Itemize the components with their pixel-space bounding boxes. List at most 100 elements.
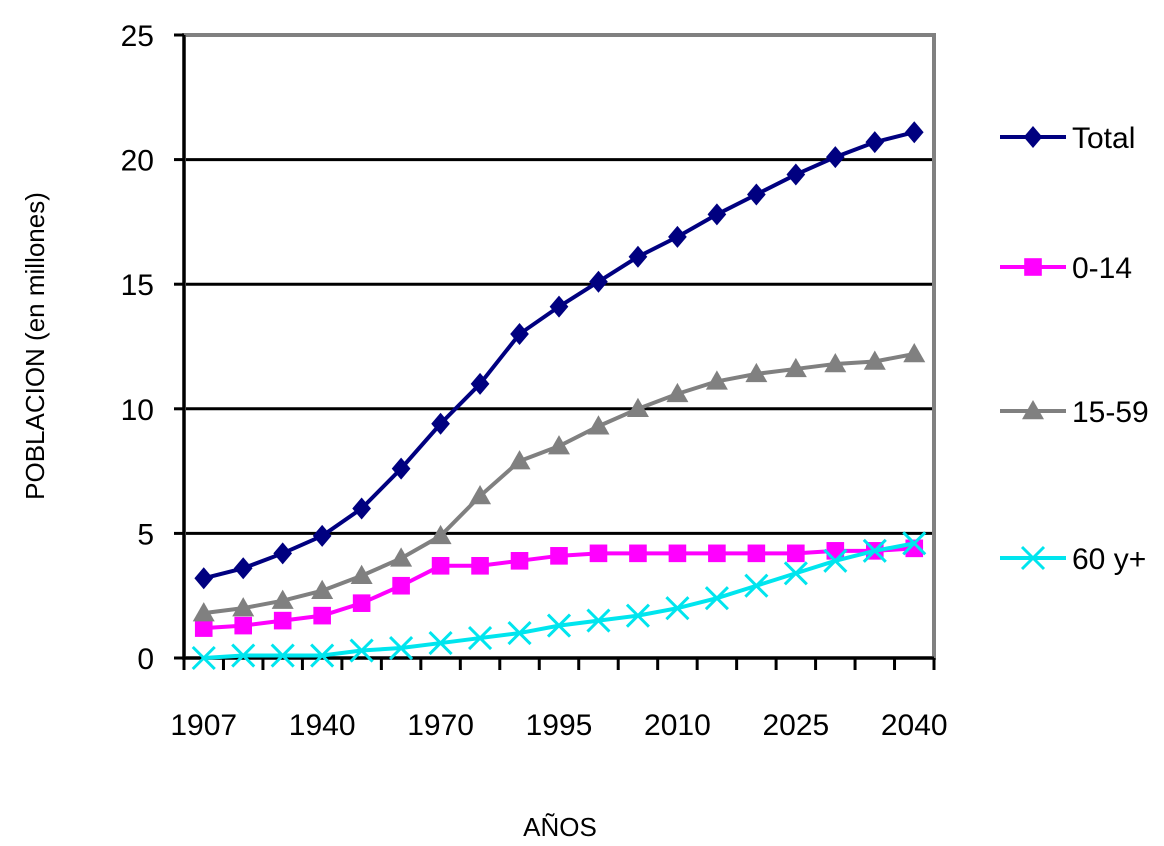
data-point-60-y — [310, 643, 335, 668]
data-point-60-y — [546, 613, 572, 638]
data-point-total — [628, 245, 648, 268]
x-tick-label: 2040 — [881, 709, 948, 742]
data-point-15-59 — [863, 350, 886, 370]
data-point-60-y — [862, 538, 887, 563]
y-tick-label: 5 — [137, 518, 154, 551]
x-marker-stroke — [783, 561, 808, 586]
x-marker-stroke — [625, 603, 651, 628]
x-marker-stroke — [1020, 545, 1046, 571]
data-point-15-59 — [350, 564, 373, 585]
x-marker-stroke — [191, 645, 216, 671]
data-point-60-y — [507, 621, 532, 646]
data-point-15-59 — [705, 370, 728, 390]
data-point-0-14 — [747, 544, 766, 563]
data-point-0-14 — [787, 544, 805, 563]
data-point-total — [312, 524, 332, 547]
data-point-60-y — [902, 531, 927, 556]
x-tick-label: 1907 — [170, 709, 237, 742]
x-marker-stroke — [704, 586, 729, 611]
legend-label-total: Total — [1072, 122, 1135, 155]
data-point-0-14 — [629, 544, 647, 563]
data-point-60-y — [428, 630, 453, 656]
data-point-15-59 — [232, 597, 255, 617]
data-point-15-59 — [429, 524, 452, 545]
x-tick-label: 1940 — [289, 709, 356, 742]
data-point-0-14 — [431, 556, 450, 575]
data-point-total — [470, 372, 490, 395]
data-point-total — [825, 146, 845, 169]
x-marker-stroke — [270, 643, 295, 668]
x-axis-title: AÑOS — [523, 812, 597, 842]
data-point-60-y — [665, 596, 690, 621]
x-marker-stroke — [665, 596, 690, 621]
y-axis-title: POBLACION (en millones) — [20, 192, 50, 500]
x-marker-stroke — [389, 635, 414, 661]
data-point-0-14 — [550, 547, 568, 565]
data-point-60-y — [625, 603, 651, 628]
y-tick-label: 20 — [121, 145, 154, 178]
x-marker-stroke — [823, 548, 848, 573]
y-tick-label: 10 — [121, 394, 154, 427]
data-point-0-14 — [273, 611, 292, 630]
x-marker-stroke — [428, 630, 453, 656]
data-point-15-59 — [666, 382, 689, 403]
x-tick-label: 1970 — [407, 709, 474, 742]
data-point-15-59 — [626, 397, 649, 418]
legend-marker-15-59 — [1022, 400, 1044, 420]
x-tick-label: 2010 — [644, 709, 711, 742]
legend-marker-total — [1023, 126, 1043, 148]
data-point-60-y — [270, 643, 295, 668]
gridlines — [184, 158, 934, 535]
legend-marker-60-y — [1020, 545, 1046, 571]
data-point-total — [865, 131, 885, 154]
data-point-60-y — [231, 643, 256, 668]
x-marker-stroke — [310, 643, 335, 668]
y-tick-label: 0 — [137, 643, 154, 676]
x-marker-stroke — [546, 613, 572, 638]
data-point-60-y — [704, 586, 729, 611]
data-point-60-y — [389, 635, 414, 661]
data-point-0-14 — [668, 544, 687, 563]
series-group — [191, 121, 927, 671]
data-point-total — [431, 412, 450, 435]
x-tick-labels: 1907 1940 1970 1995 2010 2025 2040 — [170, 709, 947, 742]
data-point-60-y — [191, 645, 216, 671]
data-point-total — [352, 497, 371, 520]
data-point-60-y — [349, 638, 374, 663]
data-point-0-14 — [471, 556, 489, 575]
data-point-15-59 — [311, 579, 334, 599]
x-marker-stroke — [862, 538, 887, 563]
data-point-60-y — [586, 608, 611, 633]
x-marker-stroke — [349, 638, 374, 663]
x-tick-label: 1995 — [526, 709, 593, 742]
data-point-total — [707, 203, 727, 226]
data-point-0-14 — [313, 606, 331, 625]
data-point-15-59 — [784, 357, 807, 378]
data-point-15-59 — [903, 342, 926, 363]
legend-label-0-14: 0-14 — [1072, 252, 1132, 285]
data-point-60-y — [467, 626, 493, 651]
legend: Total 0-14 15-59 60 y+ — [1000, 122, 1149, 576]
data-point-60-y — [823, 548, 848, 573]
data-point-15-59 — [469, 485, 492, 505]
data-point-0-14 — [392, 576, 410, 595]
x-marker-stroke — [744, 573, 769, 598]
data-point-15-59 — [192, 602, 215, 622]
data-point-total — [589, 270, 608, 293]
data-point-15-59 — [390, 547, 413, 567]
x-marker-stroke — [902, 531, 927, 556]
data-point-60-y — [744, 573, 769, 598]
series-line-15-59 — [203, 352, 915, 616]
y-tick-label: 15 — [121, 269, 154, 302]
data-point-0-14 — [352, 594, 371, 612]
data-point-15-59 — [824, 352, 847, 373]
data-point-total — [904, 121, 924, 144]
data-point-0-14 — [234, 616, 253, 635]
data-point-total — [194, 567, 214, 590]
data-point-total — [391, 457, 411, 480]
y-tick-label: 25 — [121, 20, 154, 53]
data-point-total — [549, 295, 569, 318]
x-marker-stroke — [586, 608, 611, 633]
data-point-15-59 — [745, 362, 768, 383]
y-tick-labels: 0 5 10 15 20 25 — [121, 20, 154, 676]
